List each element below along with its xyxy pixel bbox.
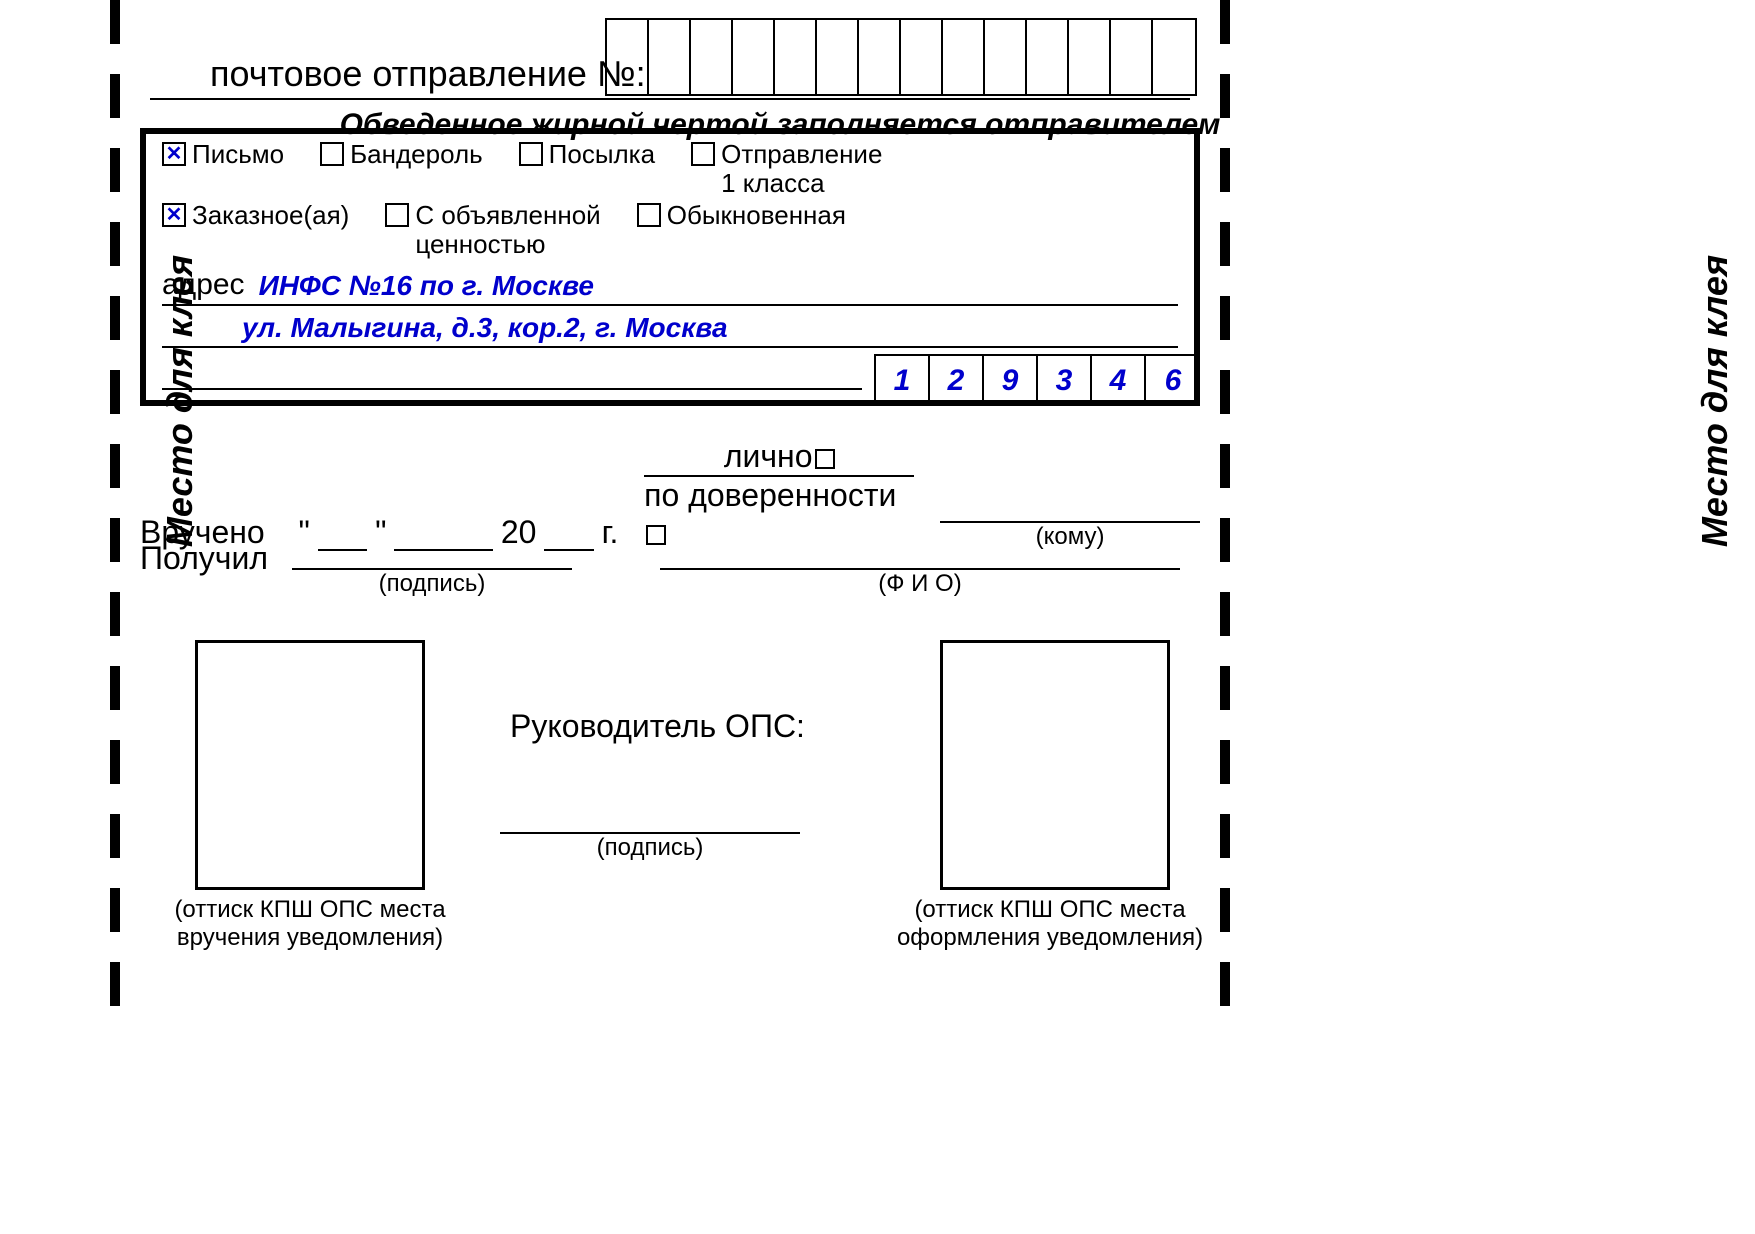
- personally-checkbox[interactable]: [815, 449, 835, 469]
- shipment-number-label: почтовое отправление №:: [210, 53, 646, 95]
- checkbox[interactable]: [320, 142, 344, 166]
- postal-digit[interactable]: 4: [1092, 356, 1146, 406]
- ops-signature-line[interactable]: [500, 804, 800, 834]
- fio-line[interactable]: [660, 540, 1180, 570]
- checkbox[interactable]: [637, 203, 661, 227]
- checkbox[interactable]: ✕: [162, 142, 186, 166]
- checkbox-item[interactable]: ✕Письмо: [162, 140, 284, 169]
- stamp-registration-caption: (оттиск КПШ ОПС местаоформления уведомле…: [890, 896, 1210, 952]
- checkbox[interactable]: [519, 142, 543, 166]
- stamp-delivery-caption: (оттиск КПШ ОПС меставручения уведомлени…: [150, 896, 470, 952]
- checkbox[interactable]: ✕: [162, 203, 186, 227]
- mail-type-row: ✕Письмо Бандероль Посылка Отправление1 клас…: [162, 140, 1178, 197]
- address-line-2[interactable]: ул. Малыгина, д.3, кор.2, г. Москва: [242, 312, 728, 344]
- postal-digit[interactable]: 1: [876, 356, 930, 406]
- checkbox-item[interactable]: Бандероль: [320, 140, 483, 169]
- received-row: Получил (подпись) (Ф И О): [140, 540, 1200, 598]
- checkbox-label: Заказное(ая): [192, 201, 349, 230]
- address-label: адрес: [162, 268, 245, 302]
- signature-line[interactable]: [292, 540, 572, 570]
- checkbox-item[interactable]: ✕Заказное(ая): [162, 201, 349, 230]
- checkbox-label: Посылка: [549, 140, 655, 169]
- postal-digit[interactable]: 2: [930, 356, 984, 406]
- postal-digit[interactable]: 9: [984, 356, 1038, 406]
- mail-class-row: ✕Заказное(ая) С объявленнойценностью Обыкн…: [162, 201, 1178, 258]
- checkbox-label: Бандероль: [350, 140, 483, 169]
- ops-head-label: Руководитель ОПС:: [510, 708, 805, 745]
- checkbox[interactable]: [691, 142, 715, 166]
- postal-digit[interactable]: 6: [1146, 356, 1200, 406]
- received-label: Получил: [140, 540, 268, 577]
- address-line-1[interactable]: ИНФС №16 по г. Москве: [259, 270, 594, 302]
- checkbox-item[interactable]: С объявленнойценностью: [385, 201, 600, 258]
- checkbox[interactable]: [385, 203, 409, 227]
- delivery-method[interactable]: лично: [644, 438, 914, 477]
- glue-area-right: Место для клея: [1694, 221, 1736, 581]
- checkbox-label: С объявленнойценностью: [415, 201, 600, 258]
- postal-code-cells[interactable]: 129346: [874, 354, 1200, 406]
- delivered-row: Вручено " " 20 г. лично по доверенности …: [140, 438, 1200, 551]
- checkbox-label: Обыкновенная: [667, 201, 846, 230]
- stamp-delivery: [195, 640, 425, 890]
- checkbox-label: Отправление1 класса: [721, 140, 882, 197]
- shipment-number-cells[interactable]: [605, 18, 1197, 96]
- postal-digit[interactable]: 3: [1038, 356, 1092, 406]
- stamp-registration: [940, 640, 1170, 890]
- checkbox-label: Письмо: [192, 140, 284, 169]
- sender-box: ✕ПисьмоБандерольПосылкаОтправление1 клас…: [140, 128, 1200, 406]
- checkbox-item[interactable]: Отправление1 класса: [691, 140, 882, 197]
- checkbox-item[interactable]: Обыкновенная: [637, 201, 846, 230]
- checkbox-item[interactable]: Посылка: [519, 140, 655, 169]
